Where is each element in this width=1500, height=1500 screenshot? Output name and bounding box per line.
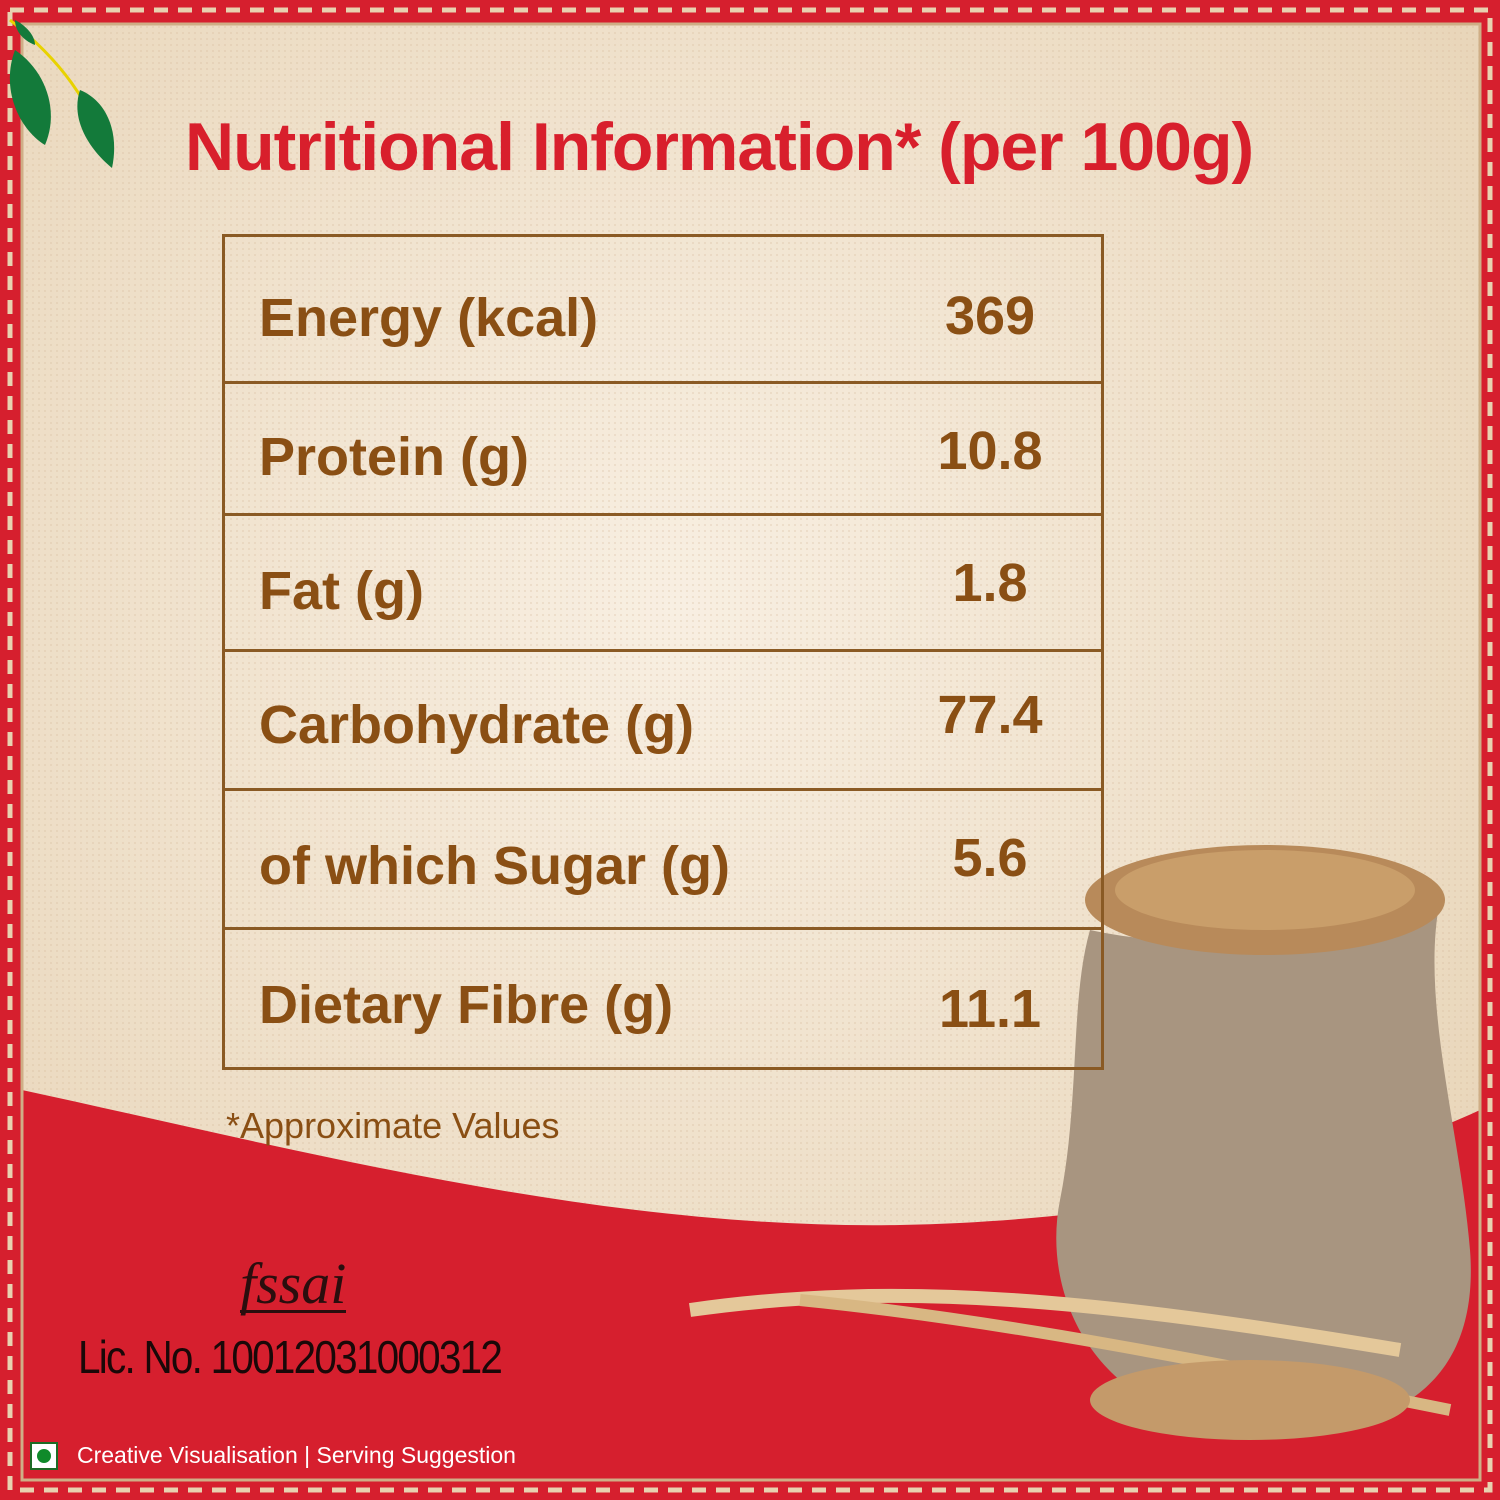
nutrition-table: Energy (kcal) 369 Protein (g) 10.8 Fat (… — [222, 234, 1104, 1070]
table-row: Dietary Fibre (g) 11.1 — [225, 930, 1101, 1070]
nutrient-label: Dietary Fibre (g) — [259, 975, 674, 1035]
wheat-sack-image — [689, 845, 1471, 1440]
nutrient-label: Carbohydrate (g) — [259, 695, 695, 755]
fssai-logo: fssai — [240, 1251, 347, 1316]
leaf-icon — [9, 18, 115, 168]
disclaimer: Creative Visualisation | Serving Suggest… — [77, 1442, 516, 1468]
nutrient-value: 1.8 — [952, 553, 1028, 613]
veg-mark-icon — [30, 1442, 58, 1470]
nutrient-value: 369 — [944, 286, 1036, 346]
page-title: Nutritional Information* (per 100g) — [185, 109, 1254, 185]
footnote: *Approximate Values — [226, 1105, 560, 1146]
table-row: Energy (kcal) 369 — [225, 237, 1101, 384]
nutrient-label: Fat (g) — [259, 561, 424, 621]
table-row: Carbohydrate (g) 77.4 — [225, 652, 1101, 791]
nutrient-label: of which Sugar (g) — [259, 836, 730, 896]
nutrient-value: 11.1 — [938, 979, 1042, 1039]
nutrient-value: 77.4 — [937, 685, 1043, 745]
nutrient-label: Protein (g) — [259, 427, 529, 487]
table-row: Protein (g) 10.8 — [225, 384, 1101, 516]
table-row: Fat (g) 1.8 — [225, 516, 1101, 652]
license-number: Lic. No. 10012031000312 — [78, 1331, 503, 1383]
nutrient-value: 10.8 — [937, 421, 1043, 481]
table-row: of which Sugar (g) 5.6 — [225, 791, 1101, 930]
nutrient-label: Energy (kcal) — [259, 288, 599, 348]
nutrient-value: 5.6 — [952, 828, 1028, 888]
